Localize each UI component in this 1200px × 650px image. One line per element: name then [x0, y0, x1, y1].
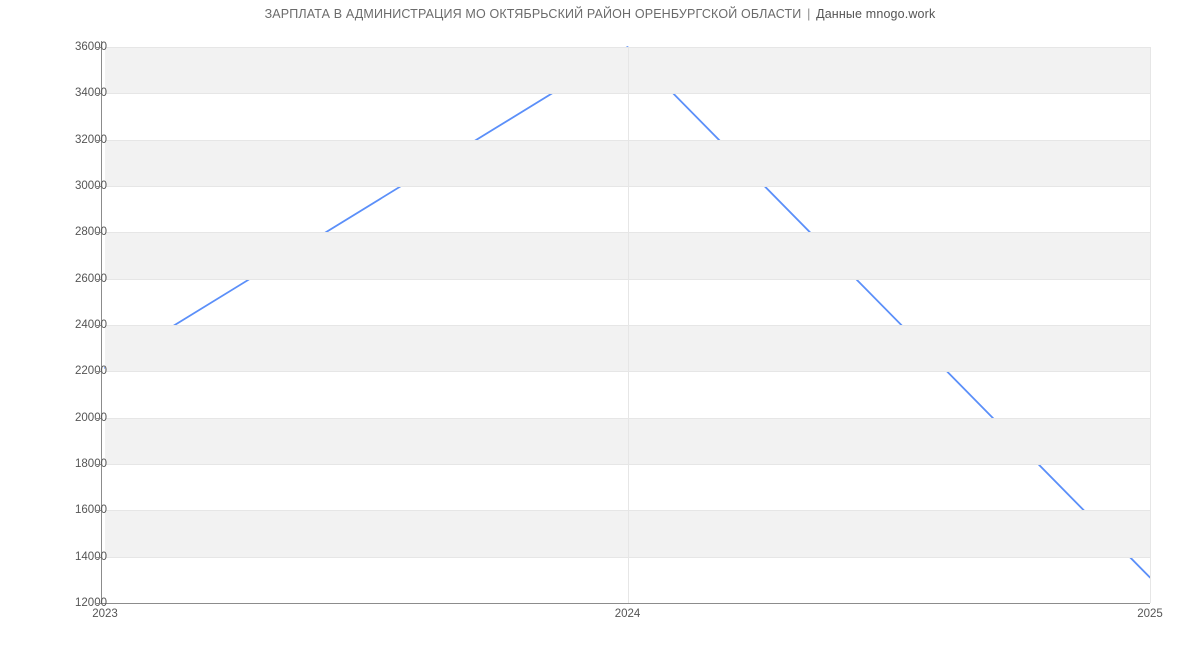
- horizontal-gridline: [105, 510, 1150, 512]
- y-axis-tick-mark: [95, 417, 101, 419]
- horizontal-gridline: [105, 139, 1150, 141]
- vertical-gridline: [1150, 47, 1151, 603]
- plot-band: [105, 417, 1150, 464]
- horizontal-gridline: [105, 371, 1150, 373]
- plot-band: [105, 47, 1150, 94]
- y-axis-tick-mark: [95, 556, 101, 558]
- y-axis-tick-mark: [95, 47, 101, 48]
- y-axis-line: [101, 41, 102, 603]
- y-axis-tick-label: 26000: [75, 272, 107, 285]
- plot-band: [105, 510, 1150, 557]
- y-axis-tick-mark: [95, 232, 101, 234]
- chart-title-source: Данные mnogo.work: [816, 7, 936, 21]
- y-axis-tick-label: 16000: [75, 504, 107, 517]
- y-axis-tick-label: 30000: [75, 180, 107, 192]
- y-axis-tick-label: 34000: [75, 87, 107, 100]
- y-axis-tick-mark: [95, 603, 101, 604]
- y-axis-tick-label: 20000: [75, 411, 107, 424]
- horizontal-gridline: [105, 232, 1150, 234]
- y-axis-tick-label: 22000: [75, 365, 107, 378]
- vertical-gridline: [628, 47, 629, 603]
- y-axis-tick-mark: [95, 93, 101, 95]
- y-axis-tick-label: 24000: [75, 319, 107, 331]
- y-axis-tick-mark: [95, 510, 101, 512]
- plot-band: [105, 232, 1150, 279]
- y-axis-tick-label: 28000: [75, 226, 107, 239]
- y-axis-tick-mark: [95, 325, 101, 326]
- x-axis-tick-label: 2024: [614, 608, 641, 620]
- plot-band: [105, 325, 1150, 372]
- chart-title-separator: |: [807, 7, 811, 21]
- horizontal-gridline: [105, 417, 1150, 419]
- x-axis-line: [101, 603, 1150, 604]
- y-axis-tick-label: 14000: [75, 550, 107, 563]
- y-axis-tick-mark: [95, 278, 101, 280]
- plot-band: [105, 139, 1150, 186]
- chart-title: ЗАРПЛАТА В АДМИНИСТРАЦИЯ МО ОКТЯБРЬСКИЙ …: [0, 7, 1200, 21]
- horizontal-gridline: [105, 556, 1150, 558]
- y-axis-tick-label: 12000: [75, 597, 107, 609]
- y-axis-tick-mark: [95, 464, 101, 465]
- horizontal-gridline: [105, 47, 1150, 48]
- y-axis-tick-label: 18000: [75, 458, 107, 470]
- horizontal-gridline: [105, 278, 1150, 280]
- horizontal-gridline: [105, 325, 1150, 326]
- horizontal-gridline: [105, 464, 1150, 465]
- chart-title-main: ЗАРПЛАТА В АДМИНИСТРАЦИЯ МО ОКТЯБРЬСКИЙ …: [264, 7, 802, 21]
- x-axis-tick-label: 2023: [92, 608, 118, 620]
- y-axis-tick-label: 32000: [75, 133, 107, 146]
- y-axis-tick-mark: [95, 371, 101, 373]
- y-axis-tick-mark: [95, 139, 101, 141]
- horizontal-gridline: [105, 93, 1150, 95]
- x-axis-tick-label: 2025: [1137, 608, 1163, 620]
- horizontal-gridline: [105, 186, 1150, 187]
- y-axis-tick-mark: [95, 186, 101, 187]
- y-axis-tick-label: 36000: [75, 41, 107, 53]
- plot-area: [104, 46, 1151, 603]
